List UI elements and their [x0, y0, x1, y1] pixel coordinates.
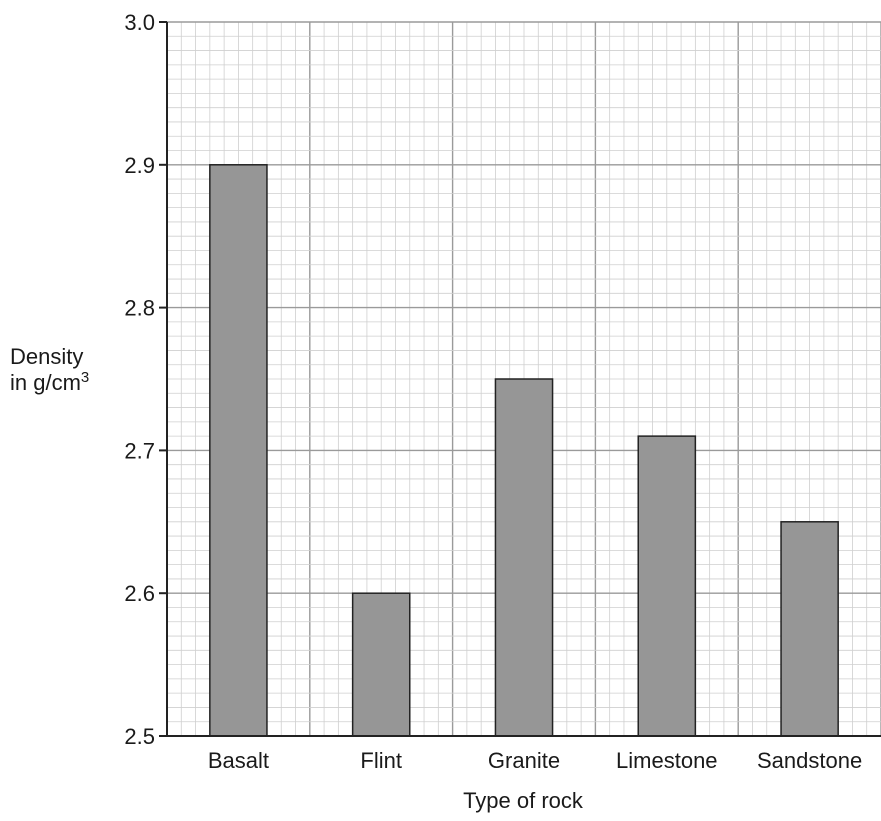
y-tick-labels: 2.5 2.6 2.7 2.8 2.9 3.0 — [124, 10, 155, 749]
y-tick-label: 2.8 — [124, 296, 155, 321]
y-axis-title-superscript: 3 — [81, 369, 89, 386]
bars — [209, 164, 839, 737]
bar-basalt — [209, 164, 268, 737]
x-axis-title: Type of rock — [463, 788, 584, 813]
x-tick-label: Basalt — [208, 748, 269, 773]
y-tick-label: 2.9 — [124, 153, 155, 178]
bar-granite — [494, 378, 554, 737]
bar-sandstone — [780, 521, 839, 737]
y-axis-title-line2: in g/cm — [10, 370, 81, 395]
bar-flint — [351, 592, 411, 737]
bar-limestone — [637, 435, 697, 737]
y-tick-label: 2.7 — [124, 438, 155, 463]
y-tick-label: 2.5 — [124, 724, 155, 749]
x-tick-label: Sandstone — [757, 748, 862, 773]
y-axis-title: Density in g/cm3 — [10, 344, 89, 395]
y-axis-title-line1: Density — [10, 344, 83, 369]
y-tick-label: 3.0 — [124, 10, 155, 35]
x-tick-label: Limestone — [616, 748, 718, 773]
axes — [159, 21, 881, 737]
x-tick-label: Flint — [360, 748, 402, 773]
x-tick-labels: Basalt Flint Granite Limestone Sandstone — [208, 748, 862, 773]
x-tick-label: Granite — [488, 748, 560, 773]
y-tick-label: 2.6 — [124, 581, 155, 606]
